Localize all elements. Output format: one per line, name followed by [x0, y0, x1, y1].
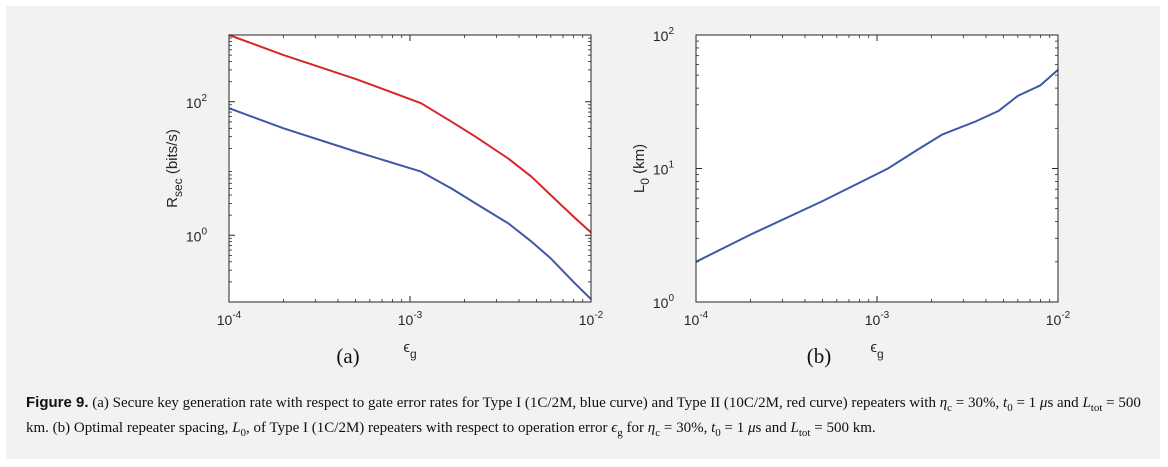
- x-tick-label: 10-2: [579, 310, 604, 328]
- x-tick-label: 10-3: [398, 310, 423, 328]
- x-tick-label: 10-4: [217, 310, 242, 328]
- y-tick-base: 10: [653, 295, 669, 311]
- x-tick-base: 10: [579, 312, 595, 328]
- x-tick-exponent: -2: [594, 310, 603, 321]
- x-axis-label-subscript: g: [410, 347, 417, 361]
- x-axis-label-a: ϵg: [403, 339, 416, 361]
- caption-eta2-sub: c: [655, 427, 661, 439]
- series-line-a-0: [228, 34, 592, 234]
- x-tick-base: 10: [398, 312, 414, 328]
- axes-box-a: [228, 34, 592, 303]
- caption-eq-eta2: = 30%,: [660, 420, 712, 436]
- x-tick-base: 10: [217, 312, 233, 328]
- caption-eq-t: = 1: [1012, 395, 1040, 411]
- x-tick-exponent: -4: [232, 310, 241, 321]
- caption-eta-sub: c: [947, 402, 953, 414]
- x-tick-label: 10-2: [1046, 310, 1071, 328]
- y-tick-base: 10: [186, 95, 202, 111]
- x-tick-exponent: -4: [699, 310, 708, 321]
- x-tick-base: 10: [684, 312, 700, 328]
- y-tick-exponent: 2: [668, 26, 674, 37]
- caption-label: Figure 9.: [26, 394, 89, 411]
- panel-a-label: (a): [336, 344, 359, 368]
- y-tick-exponent: 1: [668, 160, 674, 171]
- y-axis-label-symbol: L: [631, 185, 648, 193]
- caption-s-and: s and: [1047, 395, 1083, 411]
- caption-L: L: [1082, 395, 1091, 411]
- figure-caption: Figure 9. (a) Secure key generation rate…: [26, 393, 1151, 443]
- y-axis-label-unit: (km): [631, 144, 648, 178]
- y-axis-label-subscript: sec: [171, 178, 185, 197]
- caption-eps: ϵ: [611, 420, 618, 436]
- caption-L-sub: tot: [1090, 402, 1103, 414]
- y-tick-exponent: 0: [201, 226, 207, 237]
- caption-text-2: , of Type I (1C/2M) repeaters with respe…: [246, 420, 612, 436]
- caption-t: t: [1003, 395, 1008, 411]
- y-tick-label: 100: [186, 226, 208, 244]
- caption-eta: η: [939, 395, 948, 411]
- plot-area-b: [696, 35, 1058, 302]
- panel-b-label: (b): [807, 344, 832, 368]
- x-tick-exponent: -2: [1061, 310, 1070, 321]
- x-axis-label-symbol: ϵ: [870, 339, 877, 356]
- caption-eq-eta: = 30%,: [952, 395, 1004, 411]
- caption-t2: t: [711, 420, 716, 436]
- x-axis-label-symbol: ϵ: [403, 339, 410, 356]
- y-tick-base: 10: [653, 28, 669, 44]
- x-axis-label-b: ϵg: [870, 339, 883, 361]
- x-tick-base: 10: [1046, 312, 1062, 328]
- y-axis-label-subscript: 0: [638, 178, 652, 185]
- caption-mu: μ: [1039, 395, 1048, 411]
- caption-L0-sub: 0: [240, 427, 247, 439]
- y-tick-exponent: 0: [668, 293, 674, 304]
- caption-L2-sub: tot: [798, 427, 811, 439]
- y-tick-base: 10: [653, 162, 669, 178]
- y-tick-label: 102: [186, 93, 208, 111]
- y-tick-label: 100: [653, 293, 675, 311]
- y-axis-label-symbol: R: [164, 197, 181, 208]
- caption-s-and2: s and: [755, 420, 791, 436]
- axes-box-b: [695, 34, 1059, 303]
- y-tick-label: 101: [653, 160, 675, 178]
- y-axis-label-a: Rsec (bits/s): [164, 129, 185, 208]
- y-tick-base: 10: [186, 228, 202, 244]
- caption-mu2: μ: [748, 420, 756, 436]
- x-tick-base: 10: [865, 312, 881, 328]
- x-tick-label: 10-4: [684, 310, 709, 328]
- caption-eq-L2: = 500 km.: [810, 420, 876, 436]
- y-tick-label: 102: [653, 26, 675, 44]
- y-axis-label-b: L0 (km): [631, 144, 652, 193]
- caption-eq-L: = 500 km. (b) Optimal repeater spacing,: [26, 395, 1141, 436]
- caption-text-1: (a) Secure key generation rate with resp…: [88, 395, 940, 411]
- series-line-b-0: [695, 68, 1059, 263]
- caption-t2-sub: 0: [715, 427, 721, 439]
- caption-L2: L: [790, 420, 799, 436]
- caption-L0: L: [232, 420, 241, 436]
- x-tick-exponent: -3: [880, 310, 889, 321]
- caption-text-3: for: [622, 420, 648, 436]
- caption-t-sub: 0: [1007, 402, 1013, 414]
- figure-frame: 10-4 10-3 10-2 100 102 ϵg Rsec (bits/s) 10-4 10…: [6, 6, 1160, 459]
- y-axis-label-unit: (bits/s): [164, 129, 181, 178]
- caption-eps-sub: g: [617, 427, 623, 439]
- series-line-a-1: [228, 107, 592, 300]
- caption-eta2: η: [647, 420, 656, 436]
- caption-eq-t2: = 1: [720, 420, 748, 436]
- y-tick-exponent: 2: [201, 93, 207, 104]
- x-tick-label: 10-3: [865, 310, 890, 328]
- x-axis-label-subscript: g: [877, 347, 884, 361]
- x-tick-exponent: -3: [413, 310, 422, 321]
